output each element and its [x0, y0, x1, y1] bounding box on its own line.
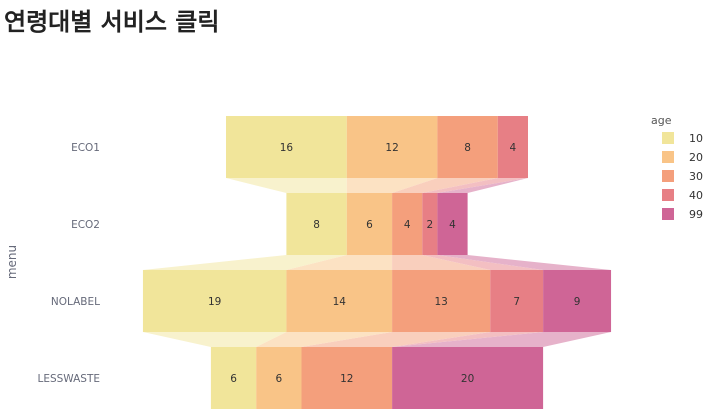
value-label-lesswaste-age-20: 6: [276, 373, 283, 385]
bar-eco2-age-20[interactable]: [346, 193, 393, 255]
legend-label: 40: [689, 189, 703, 202]
y-tick-label: NOLABEL: [51, 296, 100, 308]
bar-nolabel-age-99[interactable]: [543, 270, 612, 332]
connector-40-eco1: [422, 178, 528, 193]
connector-99-eco1: [437, 178, 528, 193]
connector-20-eco2: [286, 255, 393, 270]
legend-item-10[interactable]: 10: [662, 132, 703, 145]
legend-label: 20: [689, 151, 703, 164]
bar-eco1-age-30[interactable]: [437, 116, 498, 178]
legend-item-40[interactable]: 40: [662, 189, 703, 202]
legend-swatch: [662, 170, 674, 182]
value-label-nolabel-age-40: 7: [513, 296, 520, 308]
value-label-eco2-age-40: 2: [427, 219, 434, 231]
bar-eco1-age-40[interactable]: [497, 116, 528, 178]
y-axis-title: menu: [5, 245, 19, 279]
bar-nolabel-age-10[interactable]: [142, 270, 287, 332]
connector-20-nolabel: [256, 332, 393, 347]
connector-30-eco1: [392, 178, 498, 193]
page-title: 연령대별 서비스 클릭: [4, 8, 220, 36]
y-axis-ticks: ECO1 ECO2 NOLABEL LESSWASTE: [37, 142, 100, 385]
value-label-eco2-age-99: 4: [449, 219, 456, 231]
connector-10-eco2: [142, 255, 347, 270]
connector-99-nolabel: [392, 332, 612, 347]
legend-swatch: [662, 151, 674, 163]
connector-30-nolabel: [301, 332, 491, 347]
legend-item-99[interactable]: 99: [662, 208, 703, 221]
bar-lesswaste-age-20[interactable]: [256, 347, 302, 409]
y-tick-label: ECO2: [71, 219, 100, 231]
y-tick-label: LESSWASTE: [37, 373, 100, 385]
funnel-bars: 16 12 8 48 6 4 2 419 14 13 7 96 6 12 20: [142, 116, 612, 409]
value-label-eco1-age-20: 12: [385, 142, 398, 154]
value-label-nolabel-age-20: 14: [333, 296, 347, 308]
legend[interactable]: age 10 20 30 40 99: [651, 114, 703, 221]
value-label-eco2-age-20: 6: [366, 219, 373, 231]
value-label-nolabel-age-10: 19: [208, 296, 221, 308]
bar-nolabel-age-20[interactable]: [286, 270, 393, 332]
value-label-lesswaste-age-10: 6: [230, 373, 237, 385]
value-label-eco1-age-30: 8: [464, 142, 471, 154]
connector-40-nolabel: [392, 332, 544, 347]
value-label-lesswaste-age-99: 20: [461, 373, 474, 385]
value-label-lesswaste-age-30: 12: [340, 373, 353, 385]
value-label-nolabel-age-30: 13: [434, 296, 447, 308]
bar-lesswaste-age-99[interactable]: [392, 347, 544, 409]
legend-swatch: [662, 208, 674, 220]
connector-10-eco1: [226, 178, 347, 193]
bar-lesswaste-age-10[interactable]: [210, 347, 257, 409]
bar-nolabel-age-40[interactable]: [490, 270, 544, 332]
legend-label: 30: [689, 170, 703, 183]
legend-items: 10 20 30 40 99: [662, 132, 703, 221]
connector-20-eco1: [346, 178, 438, 193]
value-label-nolabel-age-99: 9: [574, 296, 581, 308]
value-label-eco1-age-10: 16: [280, 142, 294, 154]
legend-item-20[interactable]: 20: [662, 151, 703, 164]
value-label-eco2-age-10: 8: [313, 219, 320, 231]
connector-40-eco2: [422, 255, 544, 270]
value-label-eco2-age-30: 4: [404, 219, 411, 231]
bar-eco2-age-10[interactable]: [286, 193, 347, 255]
bar-nolabel-age-30[interactable]: [392, 270, 491, 332]
bar-eco1-age-20[interactable]: [346, 116, 438, 178]
bar-eco2-age-99[interactable]: [437, 193, 468, 255]
legend-label: 10: [689, 132, 703, 145]
connector-99-eco2: [437, 255, 612, 270]
funnel-connectors: [142, 178, 612, 347]
connector-30-eco2: [392, 255, 491, 270]
value-label-eco1-age-40: 4: [510, 142, 517, 154]
legend-title: age: [651, 114, 672, 127]
legend-swatch: [662, 189, 674, 201]
bar-eco2-age-30[interactable]: [392, 193, 423, 255]
legend-item-30[interactable]: 30: [662, 170, 703, 183]
legend-label: 99: [689, 208, 703, 221]
bar-eco2-age-40[interactable]: [422, 193, 438, 255]
bar-lesswaste-age-30[interactable]: [301, 347, 393, 409]
legend-swatch: [662, 132, 674, 144]
y-tick-label: ECO1: [71, 142, 100, 154]
bar-eco1-age-10[interactable]: [226, 116, 347, 178]
connector-10-nolabel: [142, 332, 287, 347]
